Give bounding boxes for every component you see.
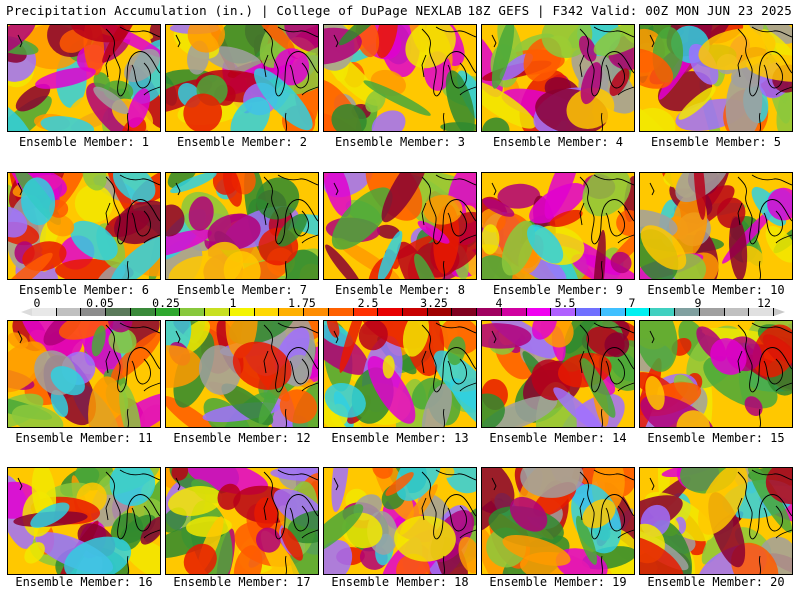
scale-tick-label: 12 bbox=[757, 296, 771, 310]
color-bar-segment bbox=[56, 308, 82, 316]
panel-label-14: Ensemble Member: 14 bbox=[489, 431, 627, 445]
map-panel-18 bbox=[323, 467, 477, 575]
panel-label-4: Ensemble Member: 4 bbox=[492, 135, 624, 149]
color-bar-segment bbox=[32, 308, 57, 316]
color-bar-segment bbox=[81, 308, 107, 316]
panel-label-11: Ensemble Member: 11 bbox=[15, 431, 153, 445]
panel-label-6: Ensemble Member: 6 bbox=[18, 283, 150, 297]
map-panel-1 bbox=[7, 24, 161, 132]
scale-tick-label: 1.75 bbox=[288, 296, 316, 310]
map-panel-17 bbox=[165, 467, 319, 575]
map-panel-19 bbox=[481, 467, 635, 575]
color-bar-segment bbox=[279, 308, 305, 316]
color-bar-segment bbox=[427, 308, 453, 316]
panel-label-16: Ensemble Member: 16 bbox=[15, 575, 153, 589]
scale-tick-label: 0 bbox=[33, 296, 41, 310]
map-panel-8 bbox=[323, 172, 477, 280]
color-bar-segment bbox=[501, 308, 527, 316]
map-panel-12 bbox=[165, 320, 319, 428]
color-bar-segment bbox=[254, 308, 280, 316]
panel-label-9: Ensemble Member: 9 bbox=[492, 283, 624, 297]
color-bar-segment bbox=[600, 308, 626, 316]
map-panel-4 bbox=[481, 24, 635, 132]
panel-label-1: Ensemble Member: 1 bbox=[18, 135, 150, 149]
run-info: 18Z GEFS | F342 Valid: 00Z MON JUN 23 20… bbox=[467, 3, 792, 18]
color-bar-segment bbox=[403, 308, 428, 316]
color-bar-segment bbox=[353, 308, 379, 316]
map-panel-16 bbox=[7, 467, 161, 575]
panel-label-5: Ensemble Member: 5 bbox=[650, 135, 782, 149]
scale-tick-label: 5.5 bbox=[554, 296, 576, 310]
panel-label-13: Ensemble Member: 13 bbox=[331, 431, 469, 445]
color-bar-segment bbox=[477, 308, 502, 316]
color-bar-segment bbox=[699, 308, 725, 316]
map-panel-11 bbox=[7, 320, 161, 428]
panel-label-19: Ensemble Member: 19 bbox=[489, 575, 627, 589]
color-bar-segment bbox=[576, 308, 601, 316]
color-bar-segment bbox=[650, 308, 676, 316]
color-bar-segment bbox=[205, 308, 230, 316]
panel-label-15: Ensemble Member: 15 bbox=[647, 431, 785, 445]
color-bar-segment bbox=[526, 308, 552, 316]
scale-min-arrow bbox=[21, 308, 32, 316]
map-panel-14 bbox=[481, 320, 635, 428]
panel-label-10: Ensemble Member: 10 bbox=[647, 283, 785, 297]
scale-tick-label: 4 bbox=[495, 296, 503, 310]
color-bar-segment bbox=[229, 308, 255, 316]
color-bar-segment bbox=[130, 308, 156, 316]
color-bar-segment bbox=[452, 308, 478, 316]
color-bar-segment bbox=[328, 308, 354, 316]
color-bar-segment bbox=[180, 308, 206, 316]
color-bar-segment bbox=[749, 308, 775, 316]
color-bar-segment bbox=[378, 308, 404, 316]
panel-label-3: Ensemble Member: 3 bbox=[334, 135, 466, 149]
map-panel-9 bbox=[481, 172, 635, 280]
color-bar-segment bbox=[625, 308, 651, 316]
scale-tick-label: 0.25 bbox=[152, 296, 180, 310]
panel-label-12: Ensemble Member: 12 bbox=[173, 431, 311, 445]
panel-label-17: Ensemble Member: 17 bbox=[173, 575, 311, 589]
panel-label-20: Ensemble Member: 20 bbox=[647, 575, 785, 589]
map-panel-3 bbox=[323, 24, 477, 132]
scale-tick-label: 3.25 bbox=[420, 296, 448, 310]
scale-tick-label: 9 bbox=[694, 296, 702, 310]
scale-tick-label: 7 bbox=[628, 296, 636, 310]
map-panel-13 bbox=[323, 320, 477, 428]
map-panel-5 bbox=[639, 24, 793, 132]
color-bar-segment bbox=[106, 308, 131, 316]
panel-label-2: Ensemble Member: 2 bbox=[176, 135, 308, 149]
color-bar-segment bbox=[155, 308, 181, 316]
map-panel-7 bbox=[165, 172, 319, 280]
panel-label-18: Ensemble Member: 18 bbox=[331, 575, 469, 589]
color-bar-segment bbox=[675, 308, 700, 316]
map-panel-2 bbox=[165, 24, 319, 132]
scale-tick-label: 2.5 bbox=[357, 296, 379, 310]
map-panel-15 bbox=[639, 320, 793, 428]
scale-tick-label: 0.05 bbox=[86, 296, 114, 310]
color-scale: 0 0.05 0.25 1 1.75 2.5 3.25 4 5.5 7 9 12 bbox=[20, 296, 790, 320]
scale-tick-label: 1 bbox=[229, 296, 237, 310]
map-panel-10 bbox=[639, 172, 793, 280]
header-title: Precipitation Accumulation (in.) | Colle… bbox=[6, 3, 462, 18]
color-bar-segment bbox=[551, 308, 577, 316]
map-panel-20 bbox=[639, 467, 793, 575]
color-bar-segment bbox=[304, 308, 329, 316]
scale-max-arrow bbox=[774, 308, 785, 316]
panel-label-7: Ensemble Member: 7 bbox=[176, 283, 308, 297]
panel-label-8: Ensemble Member: 8 bbox=[334, 283, 466, 297]
color-bar-segment bbox=[724, 308, 750, 316]
color-bar bbox=[32, 308, 775, 316]
map-panel-6 bbox=[7, 172, 161, 280]
